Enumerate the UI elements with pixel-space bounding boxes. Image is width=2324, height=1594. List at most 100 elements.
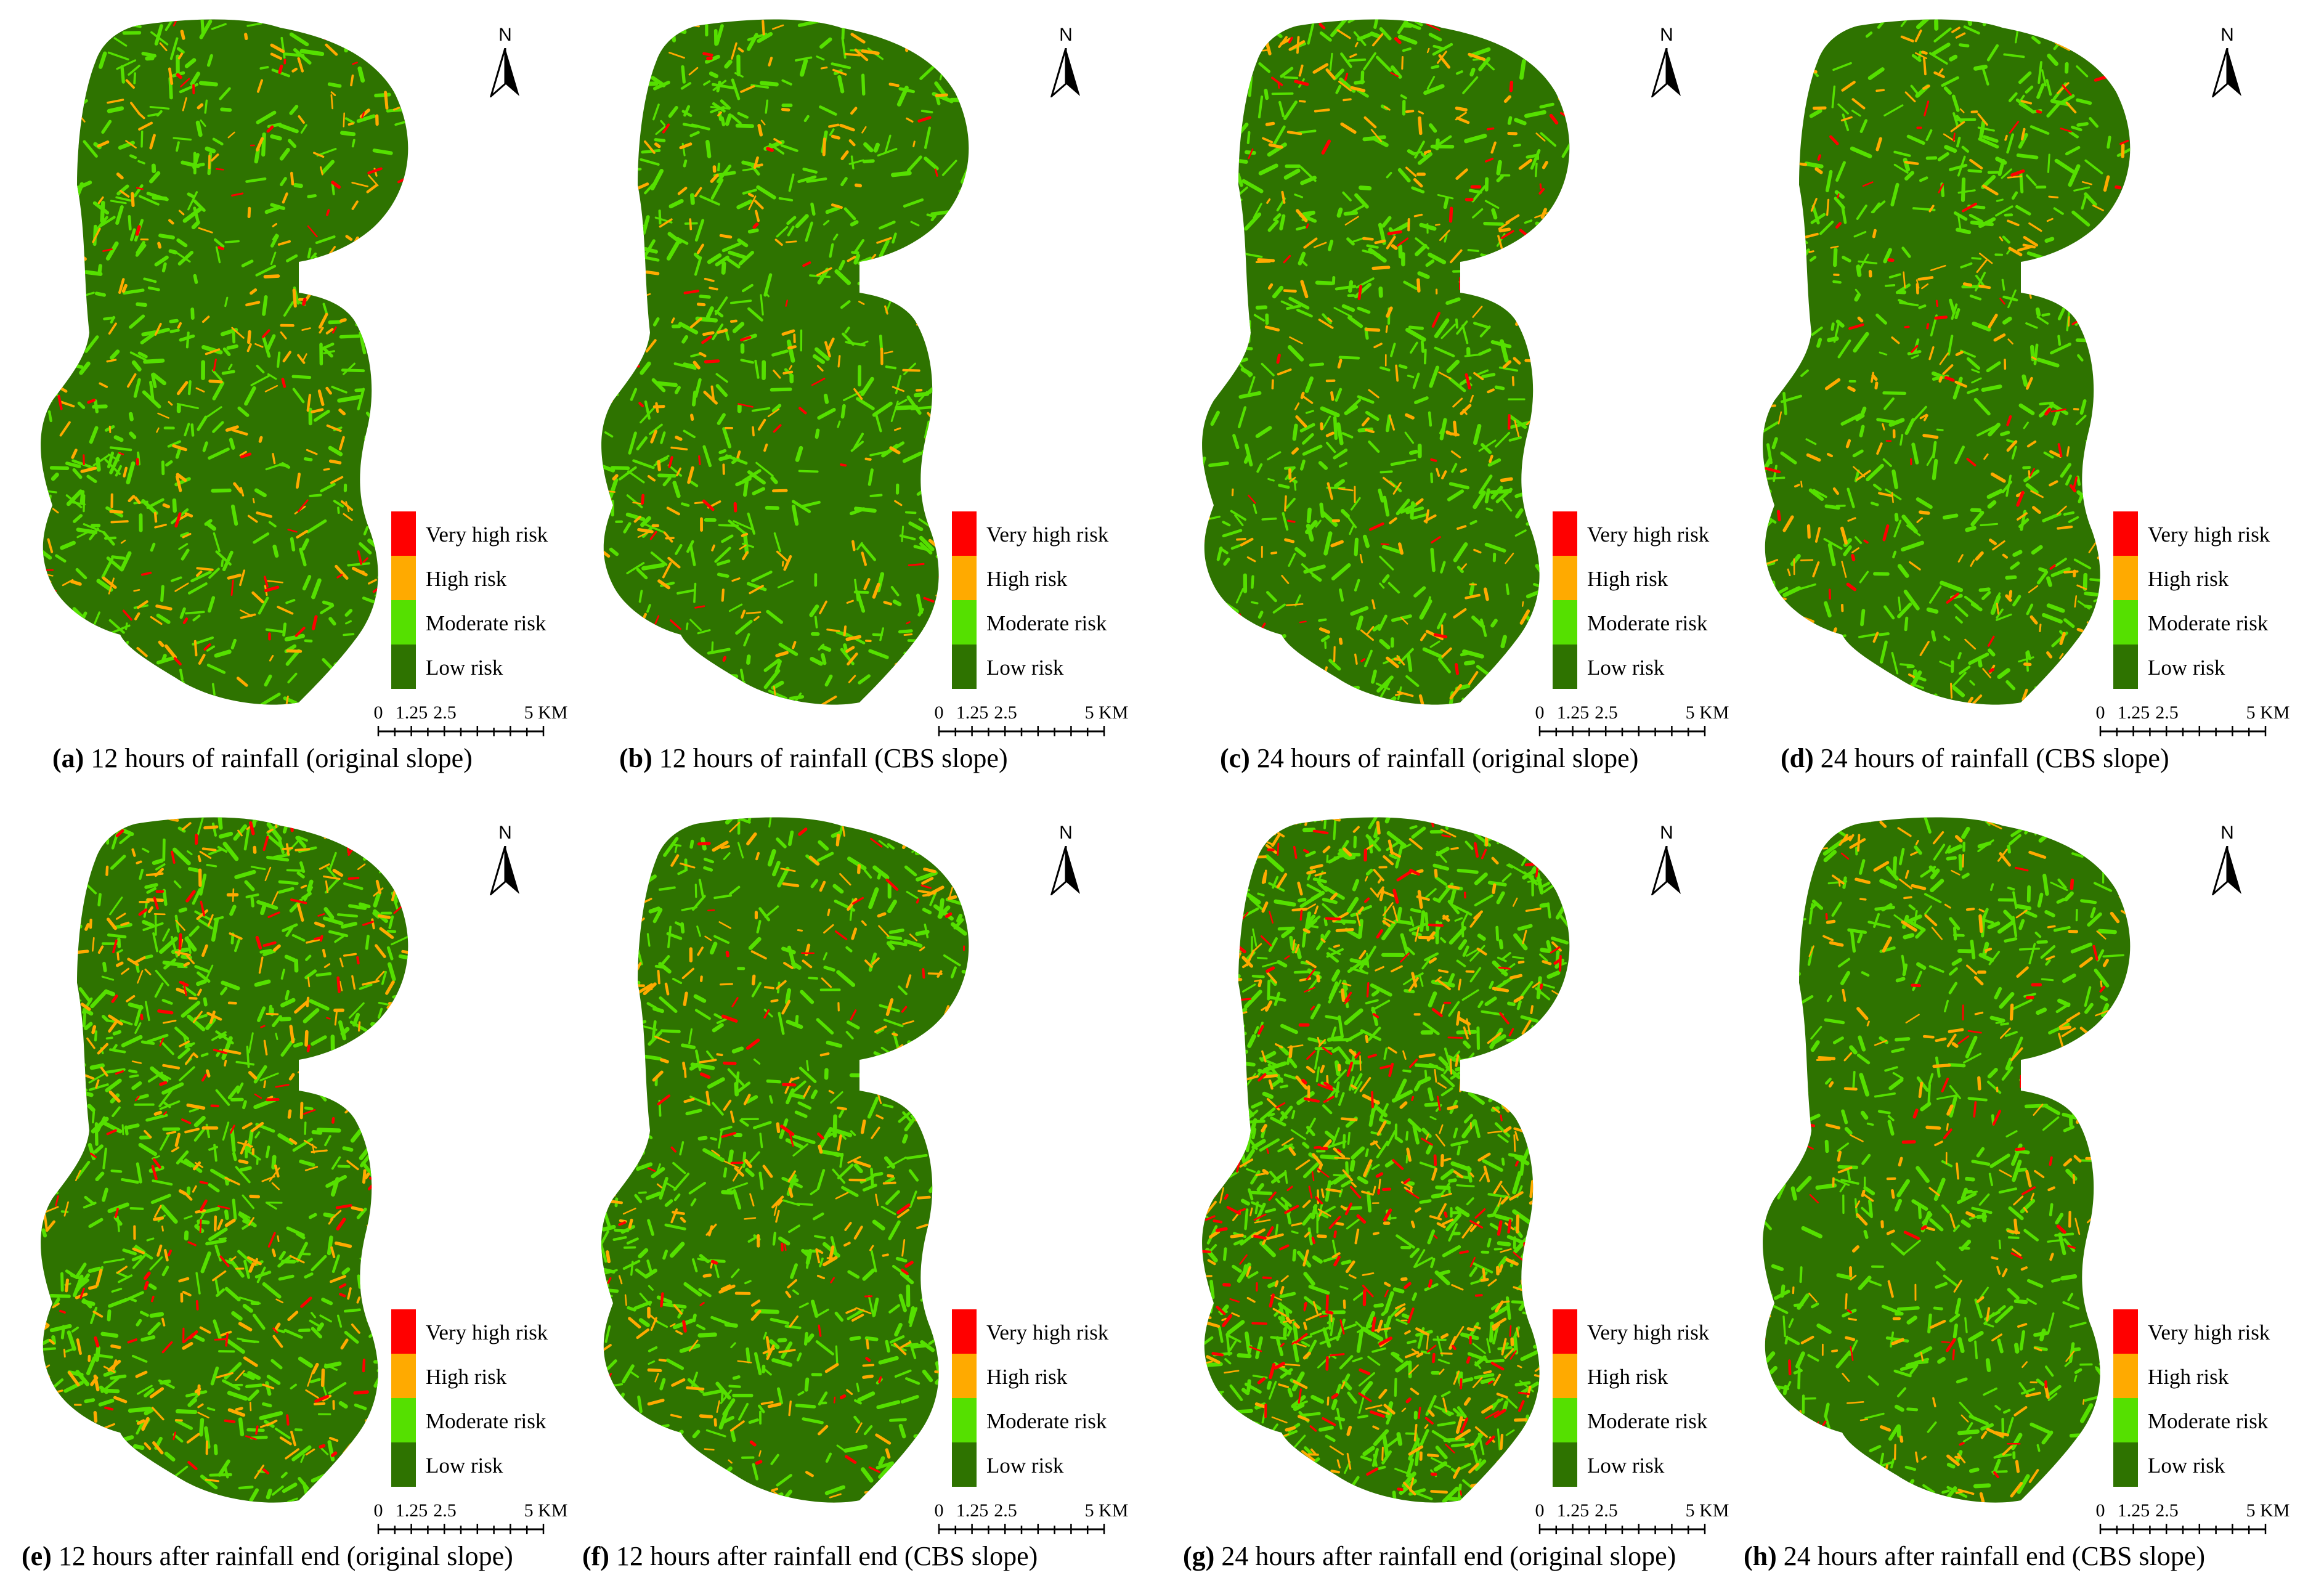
scale-tick-label: 5 KM bbox=[1685, 1500, 1729, 1521]
legend-item: Very high risk bbox=[391, 1309, 595, 1354]
scale-tick-label: 1.25 bbox=[1556, 1500, 1590, 1521]
legend-swatch bbox=[2113, 511, 2138, 556]
scale-tick-label: 5 KM bbox=[2246, 702, 2290, 723]
scale-tick-label: 1.25 bbox=[2117, 1500, 2150, 1521]
study-area-low-risk bbox=[1763, 19, 2131, 705]
panel-letter: (b) bbox=[619, 743, 652, 773]
risk-map bbox=[1763, 19, 2131, 705]
scale-bar: 0 1.25 2.5 5 KM bbox=[370, 702, 591, 746]
panel-letter: (c) bbox=[1220, 743, 1250, 773]
scale-tick-label: 2.5 bbox=[2155, 1500, 2179, 1521]
legend-item: Moderate risk bbox=[391, 600, 595, 645]
legend-swatch bbox=[952, 1354, 977, 1398]
legend-item: Low risk bbox=[952, 1442, 1155, 1487]
panel-caption: (b) 12 hours of rainfall (CBS slope) bbox=[619, 742, 1008, 774]
legend-swatch bbox=[952, 1398, 977, 1442]
scale-tick-label: 1.25 bbox=[956, 702, 989, 723]
north-arrow: N bbox=[1044, 823, 1087, 903]
legend-item: Low risk bbox=[1553, 645, 1756, 689]
legend-item: Moderate risk bbox=[952, 600, 1155, 645]
legend-swatch bbox=[2113, 1442, 2138, 1487]
risk-map bbox=[1763, 817, 2131, 1503]
panel-letter: (f) bbox=[582, 1541, 609, 1571]
scale-tick-label: 5 KM bbox=[1084, 1500, 1129, 1521]
legend-item: High risk bbox=[2113, 1354, 2317, 1398]
legend-label: High risk bbox=[2148, 1365, 2229, 1389]
legend-swatch bbox=[1553, 600, 1577, 645]
scale-tick-label: 2.5 bbox=[994, 1500, 1017, 1521]
panel-caption: (g) 24 hours after rainfall end (origina… bbox=[1183, 1540, 1676, 1572]
legend-swatch bbox=[2113, 600, 2138, 645]
legend-item: Low risk bbox=[391, 1442, 595, 1487]
legend-item: Low risk bbox=[952, 645, 1155, 689]
legend-item: High risk bbox=[391, 556, 595, 600]
legend-label: Moderate risk bbox=[426, 1409, 546, 1433]
map-legend: Very high risk High risk Moderate risk Low … bbox=[2113, 511, 2317, 689]
north-arrow-icon bbox=[1651, 48, 1681, 97]
legend-swatch bbox=[1553, 1354, 1577, 1398]
legend-item: Low risk bbox=[391, 645, 595, 689]
legend-item: Moderate risk bbox=[391, 1398, 595, 1442]
legend-label: Very high risk bbox=[426, 1320, 548, 1344]
legend-item: Moderate risk bbox=[1553, 1398, 1756, 1442]
scale-tick-label: 0 bbox=[1535, 702, 1545, 723]
legend-swatch bbox=[952, 1442, 977, 1487]
legend-label: Moderate risk bbox=[2148, 611, 2269, 635]
legend-swatch bbox=[391, 511, 416, 556]
legend-item: Very high risk bbox=[1553, 1309, 1756, 1354]
legend-swatch bbox=[952, 511, 977, 556]
panel-caption: (e) 12 hours after rainfall end (origina… bbox=[22, 1540, 513, 1572]
map-panel-e: N Very high risk High risk Moderate risk Low… bbox=[9, 798, 567, 1580]
panel-letter: (a) bbox=[52, 743, 84, 773]
scale-tick-label: 2.5 bbox=[433, 702, 457, 723]
legend-label: Very high risk bbox=[2148, 523, 2270, 547]
legend-item: Very high risk bbox=[952, 1309, 1155, 1354]
legend-label: Very high risk bbox=[2148, 1320, 2270, 1344]
legend-item: Low risk bbox=[2113, 645, 2317, 689]
scale-tick-label: 1.25 bbox=[2117, 702, 2150, 723]
map-panel-b: N Very high risk High risk Moderate risk Low… bbox=[570, 0, 1128, 783]
scale-bar: 0 1.25 2.5 5 KM bbox=[1531, 702, 1753, 746]
legend-item: High risk bbox=[952, 556, 1155, 600]
north-arrow-icon bbox=[1050, 48, 1080, 97]
risk-map bbox=[601, 817, 969, 1503]
legend-label: Low risk bbox=[986, 1454, 1064, 1478]
north-label: N bbox=[1660, 823, 1673, 843]
legend-swatch bbox=[952, 1309, 977, 1354]
scale-tick-label: 1.25 bbox=[1556, 702, 1590, 723]
legend-item: Very high risk bbox=[2113, 511, 2317, 556]
legend-item: Moderate risk bbox=[952, 1398, 1155, 1442]
map-panel-a: N Very high risk High risk Moderate risk Low… bbox=[9, 0, 567, 783]
legend-swatch bbox=[391, 645, 416, 689]
risk-map bbox=[41, 19, 408, 705]
north-arrow-icon bbox=[489, 48, 519, 97]
north-arrow: N bbox=[484, 25, 527, 105]
north-label: N bbox=[498, 823, 512, 843]
legend-swatch bbox=[1553, 556, 1577, 600]
panel-title: 24 hours of rainfall (original slope) bbox=[1249, 743, 1639, 773]
panel-title: 12 hours after rainfall end (CBS slope) bbox=[609, 1541, 1038, 1571]
scale-bar: 0 1.25 2.5 5 KM bbox=[2092, 702, 2314, 746]
legend-item: Very high risk bbox=[1553, 511, 1756, 556]
north-arrow-icon bbox=[1651, 846, 1681, 895]
legend-swatch bbox=[1553, 1398, 1577, 1442]
legend-swatch bbox=[952, 645, 977, 689]
panel-title: 24 hours after rainfall end (CBS slope) bbox=[1776, 1541, 2206, 1571]
legend-label: Low risk bbox=[2148, 656, 2225, 680]
legend-swatch bbox=[391, 1354, 416, 1398]
legend-label: Moderate risk bbox=[986, 1409, 1107, 1433]
scale-tick-label: 1.25 bbox=[395, 1500, 428, 1521]
scale-tick-label: 5 KM bbox=[1685, 702, 1729, 723]
scale-bar: 0 1.25 2.5 5 KM bbox=[2092, 1500, 2314, 1543]
scale-tick-label: 1.25 bbox=[395, 702, 428, 723]
legend-item: Very high risk bbox=[2113, 1309, 2317, 1354]
legend-swatch bbox=[1553, 1442, 1577, 1487]
legend-label: Low risk bbox=[426, 1454, 503, 1478]
legend-label: Low risk bbox=[2148, 1454, 2225, 1478]
north-arrow: N bbox=[2206, 25, 2249, 105]
legend-label: Low risk bbox=[426, 656, 503, 680]
north-arrow-icon bbox=[489, 846, 519, 895]
map-legend: Very high risk High risk Moderate risk Low … bbox=[952, 511, 1155, 689]
legend-label: Low risk bbox=[986, 656, 1064, 680]
